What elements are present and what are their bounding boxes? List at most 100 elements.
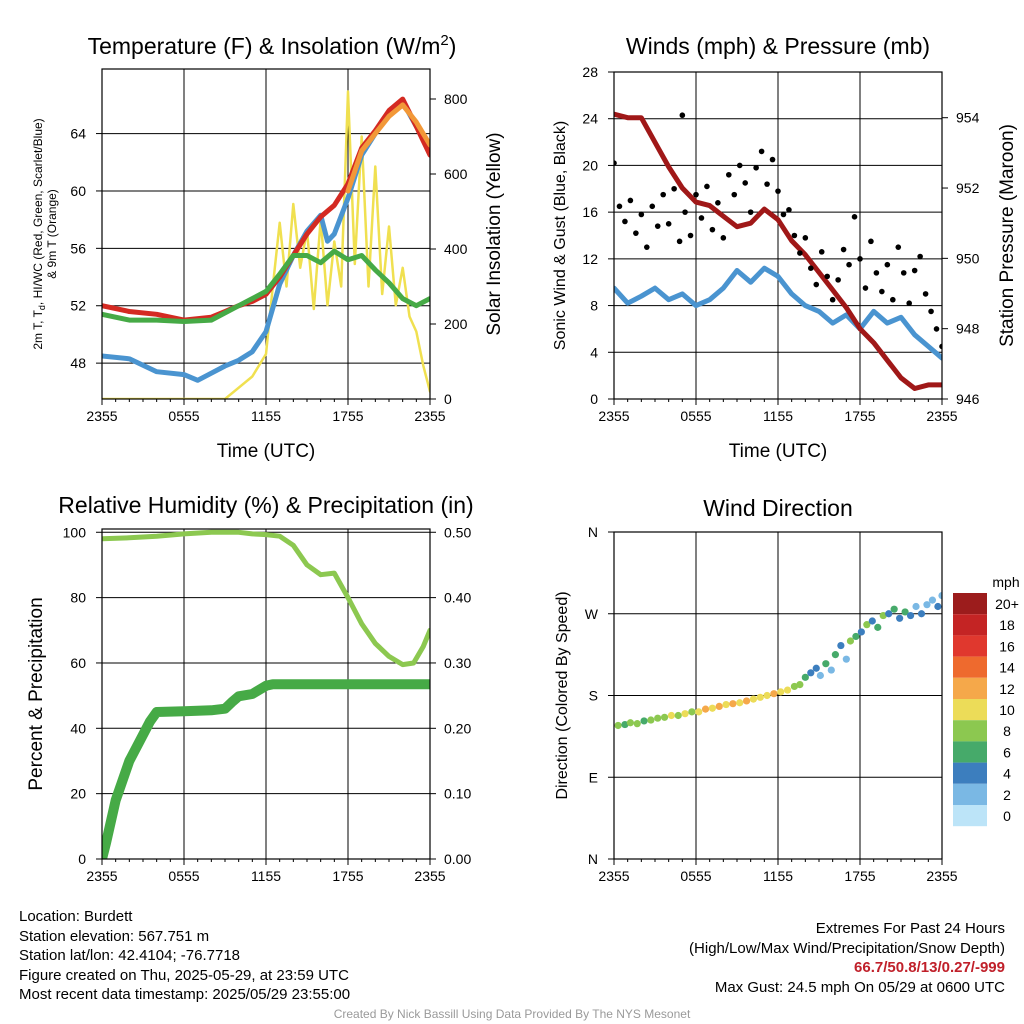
x-axis-label: Time (UTC) bbox=[729, 441, 828, 462]
y2-tick-label: 950 bbox=[956, 250, 980, 266]
x-tick-label: 2355 bbox=[598, 868, 629, 884]
direction-point bbox=[749, 695, 758, 703]
y-tick-label: 0 bbox=[78, 851, 86, 867]
extremes-description: (High/Low/Max Wind/Precipitation/Snow De… bbox=[689, 939, 1005, 957]
gust-point bbox=[638, 211, 645, 218]
plot-area-dir bbox=[614, 591, 942, 730]
direction-point bbox=[633, 720, 641, 728]
plot-area-rh bbox=[102, 529, 430, 859]
plot-area-temp bbox=[102, 90, 430, 399]
direction-point bbox=[807, 669, 815, 677]
chart-title: Temperature (F) & Insolation (W/m2) bbox=[88, 32, 457, 59]
chart-rh: 2355 0555 1155 1755 23550204060801000.000.10… bbox=[26, 492, 474, 884]
speed-legend: mph 20+ 18 16 14 12 10 8 6 4 2 0 bbox=[953, 574, 1020, 827]
direction-point bbox=[901, 608, 909, 616]
legend-swatch bbox=[953, 593, 987, 615]
legend-swatch bbox=[953, 805, 987, 827]
legend-swatch bbox=[953, 720, 987, 742]
direction-point bbox=[701, 705, 710, 713]
gust-point bbox=[846, 261, 852, 268]
gust-point bbox=[769, 156, 776, 163]
y-tick-label: 64 bbox=[70, 126, 86, 142]
direction-point bbox=[763, 691, 771, 700]
station-latlon: Station lat/lon: 42.4104; -76.7718 bbox=[19, 947, 241, 964]
direction-point bbox=[667, 711, 676, 720]
y2-tick-label: 400 bbox=[444, 241, 468, 257]
direction-point bbox=[874, 623, 882, 631]
legend-label: 6 bbox=[1003, 744, 1011, 760]
direction-point bbox=[681, 710, 689, 718]
gust-point bbox=[829, 296, 836, 303]
gust-point bbox=[917, 253, 923, 260]
direction-point bbox=[857, 628, 865, 636]
direction-point bbox=[626, 719, 635, 727]
y-tick-label: 52 bbox=[70, 298, 86, 314]
direction-point bbox=[822, 660, 830, 668]
direction-point bbox=[890, 605, 898, 613]
x-tick-label: 2355 bbox=[414, 868, 445, 884]
gust-point bbox=[726, 171, 732, 178]
y2-tick-label: 954 bbox=[956, 110, 980, 126]
legend-label: 2 bbox=[1003, 787, 1011, 803]
y-tick-label: 100 bbox=[63, 524, 87, 540]
legend-swatch bbox=[953, 656, 987, 678]
station-location: Location: Burdett bbox=[19, 908, 133, 925]
x-tick-label: 1755 bbox=[844, 868, 875, 884]
x-axis-label: Time (UTC) bbox=[217, 441, 316, 462]
gust-point bbox=[868, 238, 874, 245]
direction-point bbox=[660, 713, 669, 721]
legend-label: 12 bbox=[999, 681, 1015, 697]
gust-point bbox=[616, 203, 623, 210]
y-axis-label: Direction (Colored By Speed) bbox=[554, 591, 571, 799]
direction-point bbox=[736, 699, 744, 707]
y-tick-label: 16 bbox=[582, 204, 598, 220]
y-axis-label: Percent & Precipitation bbox=[26, 597, 47, 790]
gust-point bbox=[715, 200, 721, 206]
station-info: Location: Burdett Station elevation: 567… bbox=[19, 907, 350, 1005]
chart-title: Wind Direction bbox=[703, 495, 853, 521]
chart-wind: 2355 0555 1155 1755 235504812162024289469489… bbox=[552, 33, 1018, 462]
gust-point bbox=[873, 270, 880, 276]
direction-point bbox=[654, 714, 662, 722]
gust-point bbox=[679, 112, 686, 119]
gust-point bbox=[633, 230, 639, 236]
x-tick-label: 0555 bbox=[680, 408, 711, 424]
y-tick-label: 4 bbox=[590, 344, 598, 360]
direction-point bbox=[674, 711, 682, 720]
direction-point bbox=[790, 682, 799, 691]
gust-point bbox=[911, 267, 918, 274]
y-tick-label: 12 bbox=[582, 251, 598, 267]
gust-point bbox=[614, 160, 617, 166]
gust-point bbox=[676, 238, 683, 245]
x-tick-label: 1755 bbox=[844, 408, 875, 424]
y2-tick-label: 0 bbox=[444, 391, 452, 407]
legend-swatch bbox=[953, 741, 987, 763]
gust-point bbox=[660, 191, 666, 198]
y2-tick-label: 948 bbox=[956, 321, 980, 337]
y2-tick-label: 600 bbox=[444, 166, 468, 182]
chart-title-sup: 2 bbox=[440, 32, 448, 49]
gust-point bbox=[895, 244, 902, 250]
direction-point bbox=[938, 591, 942, 600]
gust-point bbox=[654, 223, 661, 229]
station-elevation: Station elevation: 567.751 m bbox=[19, 927, 210, 945]
gust-point bbox=[840, 246, 847, 253]
y2-axis-label: Station Pressure (Maroon) bbox=[997, 124, 1018, 347]
direction-point bbox=[770, 690, 778, 698]
y-tick-label: S bbox=[589, 688, 598, 704]
plot-frame bbox=[613, 71, 943, 400]
gust-point bbox=[835, 277, 841, 283]
y2-axis-label: Solar Insolation (Yellow) bbox=[484, 132, 505, 335]
legend-label: 14 bbox=[999, 660, 1015, 676]
gust-point bbox=[802, 235, 809, 241]
gust-point bbox=[900, 270, 907, 276]
legend-label: 16 bbox=[999, 638, 1015, 654]
recent-timestamp: Most recent data timestamp: 2025/05/29 2… bbox=[19, 986, 351, 1003]
direction-point bbox=[756, 693, 764, 701]
x-tick-label: 0555 bbox=[168, 408, 199, 424]
y-tick-label: 56 bbox=[70, 240, 86, 256]
gust-point bbox=[851, 214, 858, 220]
gust-point bbox=[665, 221, 672, 227]
direction-point bbox=[846, 637, 855, 645]
gust-point bbox=[818, 249, 825, 255]
